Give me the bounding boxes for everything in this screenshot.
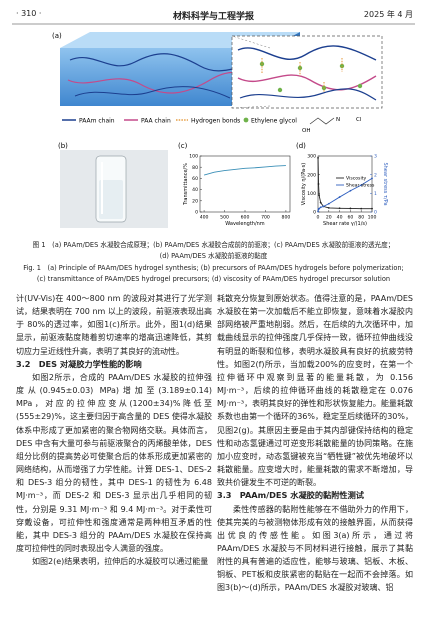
paragraph: 计(UV-Vis)在 400～800 nm 的波段对其进行了光学测试，结果表明在…	[16, 294, 212, 356]
x-tick-label: 20	[326, 215, 332, 221]
paragraph: 耗散充分恢复到原始状态。值得注意的是，PAAm/DES 水凝胶在第一次加载后不能…	[217, 294, 413, 488]
data-point	[319, 201, 322, 204]
panel-label: (a)	[52, 32, 62, 40]
data-point	[322, 205, 325, 208]
data-line	[203, 165, 286, 176]
y-tick-label: 100	[307, 191, 316, 197]
y2-tick-label: 2	[374, 172, 377, 178]
chem-label: Cl	[356, 117, 362, 123]
caption-line: (c) transmittance of PAAm/DES hydrogel p…	[36, 274, 391, 283]
caption-line: 图 1 (a) PAAm/DES 水凝胶合成原理；(b) PAAm/DES 水凝…	[32, 241, 395, 249]
x-tick-label: 700	[261, 215, 270, 221]
y-tick-label: 200	[307, 172, 316, 178]
page-number: · 310 ·	[16, 9, 42, 18]
legend-a: PAAm chain PAA chain Hydrogen bonds Ethy…	[62, 117, 362, 134]
left-column: 计(UV-Vis)在 400～800 nm 的波段对其进行了光学测试，结果表明在…	[16, 292, 212, 618]
y-tick-label: 20	[192, 198, 198, 204]
vial-photo	[60, 150, 168, 228]
y-axis-label: Viscosity η/(Pa·s)	[301, 163, 307, 205]
panel-a-art	[60, 32, 383, 109]
y-tick-label: 0	[313, 210, 316, 216]
y-tick-label: 80	[192, 165, 198, 171]
data-line	[317, 157, 372, 210]
legend-label: Viscosity	[346, 176, 367, 182]
chem-label: N	[336, 117, 340, 123]
data-point	[317, 210, 319, 213]
data-point	[338, 196, 341, 198]
legend-label: PAA chain	[141, 118, 171, 125]
data-point	[327, 206, 330, 209]
x-axis-label: Wavelength/nm	[225, 221, 265, 227]
caption-cn: 图 1 (a) PAAm/DES 水凝胶合成原理；(b) PAAm/DES 水凝…	[12, 240, 415, 261]
x-tick-label: 800	[282, 215, 291, 221]
x-tick-label: 600	[241, 215, 250, 221]
y2-tick-label: 3	[374, 154, 377, 160]
panel-label: (c)	[178, 142, 188, 150]
data-point	[371, 207, 373, 210]
y2-tick-label: 0	[374, 210, 377, 216]
journal: 材料科学与工程学报	[172, 12, 254, 22]
x-tick-label: 100	[368, 215, 377, 221]
paragraph: 如图2所示，合成的 PAAm/DES 水凝胶的拉伸强度从(0.945±0.03)…	[16, 372, 212, 553]
y-tick-label: 300	[307, 154, 316, 160]
y-tick-label: 60	[192, 176, 198, 182]
section-heading: 3.3 PAAm/DES 水凝胶的黏附性测试	[217, 490, 364, 501]
section-heading: 3.2 DES 对凝胶力学性能的影响	[16, 358, 142, 369]
data-point	[319, 206, 322, 209]
panel-label: (d)	[296, 142, 306, 150]
caption-line: (d) PAAm/DES 水凝胶前驱液的黏度	[159, 251, 268, 260]
legend-label: PAAm chain	[79, 118, 115, 125]
y-tick-label: 0	[195, 210, 198, 216]
x-tick-label: 40	[337, 215, 343, 221]
legend-label: Ethylene glycol	[251, 118, 297, 125]
panel-label: (b)	[58, 142, 68, 150]
y-tick-label: 100	[189, 154, 198, 160]
data-point	[371, 177, 373, 180]
paragraph: 柔性传感器的黏附性能够在不借助外力的作用下，使其完美的与被测物体形成有效的接触界…	[217, 504, 413, 593]
y2-axis-label: Shear stress τ/Pa	[382, 162, 388, 205]
plot-frame	[199, 155, 291, 213]
x-tick-label: 400	[200, 215, 209, 221]
right-column: 耗散充分恢复到原始状态。值得注意的是，PAAm/DES 水凝胶在第一次加载后不能…	[217, 292, 413, 618]
y-tick-label: 40	[192, 187, 198, 193]
data-point	[318, 194, 320, 197]
x-tick-label: 500	[220, 215, 229, 221]
date: 2025 年 4 月	[363, 10, 413, 19]
y-axis-label: Transmittance/%	[183, 163, 189, 206]
data-point	[360, 184, 363, 187]
legend-label: Hydrogen bonds	[191, 118, 240, 125]
y2-tick-label: 1	[374, 191, 377, 197]
data-point	[349, 189, 352, 192]
x-axis-label: Shear rate γ/(1/s)	[323, 221, 367, 227]
caption-en: Fig. 1 (a) Principle of PAAm/DES hydroge…	[12, 263, 415, 284]
data-point	[338, 207, 341, 210]
paragraph: 如图2(e)结果表明，拉伸后的水凝胶可以通过能量	[32, 557, 209, 567]
x-tick-label: 60	[347, 215, 353, 221]
x-tick-label: 80	[358, 215, 364, 221]
data-point	[317, 156, 319, 159]
chem-label: OH	[302, 128, 310, 134]
data-point	[349, 207, 352, 210]
x-tick-label: 0	[317, 215, 320, 221]
data-point	[318, 207, 320, 210]
figure: (a) PAAm chain PAA chain Hydrogen bonds …	[12, 23, 415, 228]
caption-line: Fig. 1 (a) Principle of PAAm/DES hydroge…	[23, 264, 404, 272]
legend-label: Shear stress	[346, 183, 375, 189]
data-point	[360, 207, 363, 210]
data-point	[327, 202, 330, 205]
data-point	[317, 183, 320, 185]
